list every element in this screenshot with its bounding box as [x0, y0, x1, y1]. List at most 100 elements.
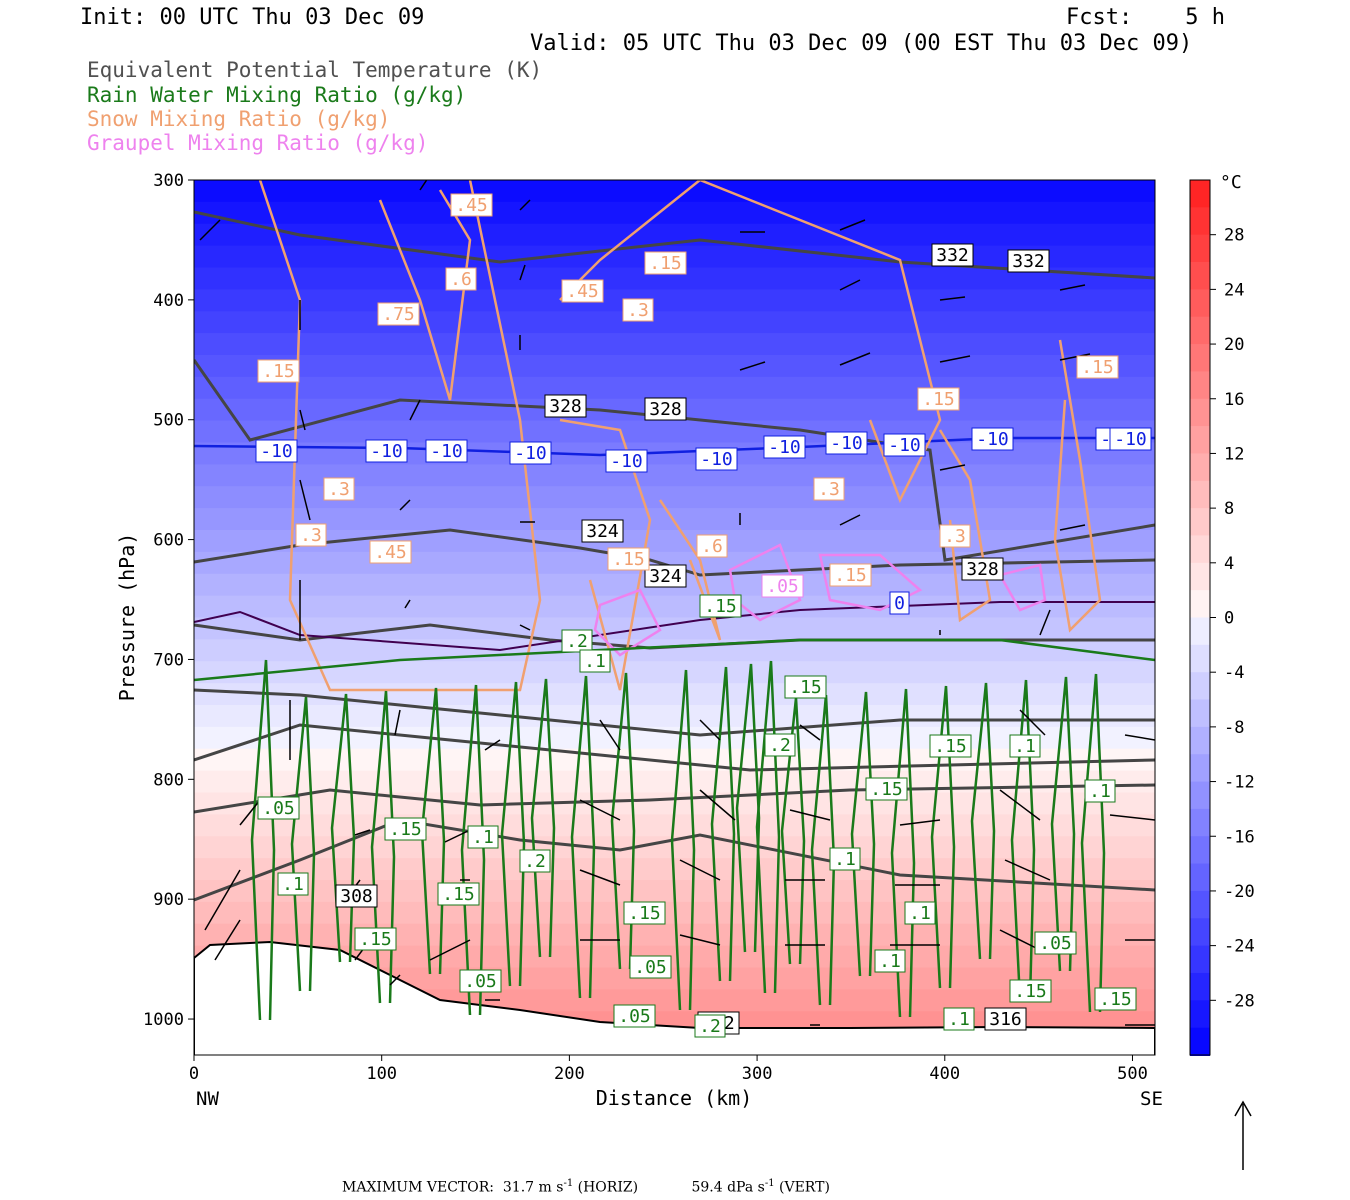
- colorbar-swatch: [1190, 590, 1210, 619]
- rain-contour: [1050, 676, 1076, 972]
- svg-text:308: 308: [340, 886, 373, 907]
- rain-label: .2: [694, 1014, 726, 1038]
- snow-contour: [378, 189, 472, 401]
- snow-contour: [559, 180, 942, 504]
- temp-band: [194, 289, 1155, 313]
- colorbar-tick-label: 16: [1224, 390, 1244, 410]
- graupel-contour: [998, 563, 1047, 612]
- svg-text:.05: .05: [634, 957, 667, 978]
- svg-text:.05: .05: [262, 798, 295, 819]
- isotherm-label: -10: [763, 435, 806, 459]
- temp-band: [194, 311, 1155, 335]
- x-axis-title: Distance (km): [596, 1086, 753, 1110]
- colorbar-swatch: [1190, 289, 1210, 318]
- svg-text:.2: .2: [566, 631, 588, 652]
- colorbar-swatch: [1190, 180, 1210, 209]
- wind-vector: [1019, 709, 1046, 736]
- rain-label: .1: [277, 872, 309, 896]
- rain-contour: [194, 638, 1155, 682]
- svg-text:.05: .05: [766, 576, 799, 597]
- svg-text:-10: -10: [1159, 429, 1192, 450]
- y-tick-label: 900: [153, 890, 184, 910]
- colorbar-swatch: [1190, 453, 1210, 482]
- wind-vector: [599, 719, 621, 751]
- svg-text:.15: .15: [1014, 981, 1047, 1002]
- colorbar-tick-label: 28: [1224, 226, 1244, 246]
- y-axis-title: Pressure (hPa): [115, 533, 139, 702]
- max-horiz-value: 31.7 m s: [502, 1179, 564, 1196]
- svg-text:328: 328: [549, 396, 582, 417]
- theta-e-label: 324: [644, 564, 687, 588]
- wind-vector: [579, 869, 621, 886]
- graupel-label: .05: [761, 574, 804, 598]
- graupel-contour: [593, 588, 662, 657]
- wind-vector: [939, 464, 966, 471]
- temp-band: [194, 967, 1155, 991]
- svg-text:.15: .15: [628, 903, 661, 924]
- max-horiz-exponent: -1: [563, 1178, 574, 1189]
- snow-label: .45: [450, 193, 493, 217]
- temp-band: [194, 814, 1155, 838]
- colorbar-swatch: [1190, 234, 1210, 264]
- colorbar-swatch: [1190, 945, 1210, 974]
- snow-label: .3: [295, 523, 327, 547]
- x-left-end-label: NW: [196, 1088, 219, 1110]
- rain-label: .1: [1084, 779, 1116, 803]
- max-vert-value: 59.4 dPa s: [691, 1179, 765, 1196]
- svg-text:.1: .1: [1014, 736, 1036, 757]
- max-vert-exponent: -1: [764, 1178, 775, 1189]
- wind-vector: [419, 180, 428, 191]
- rain-label: .1: [904, 901, 936, 925]
- svg-text:-10: -10: [370, 441, 403, 462]
- rain-label: .15: [929, 734, 972, 758]
- svg-text:332: 332: [1012, 251, 1045, 272]
- svg-text:.2: .2: [699, 1016, 721, 1037]
- x-tick-label: 0: [189, 1064, 199, 1084]
- svg-text:.15: .15: [704, 596, 737, 617]
- rain-contour: [710, 666, 736, 982]
- rain-label: .15: [1094, 987, 1137, 1011]
- colorbar-tick-label: -24: [1224, 937, 1255, 957]
- temp-band: [194, 617, 1155, 641]
- svg-text:.05: .05: [464, 971, 497, 992]
- svg-text:-10: -10: [1114, 429, 1147, 450]
- wind-vector: [389, 974, 401, 986]
- wind-vector: [679, 934, 721, 946]
- wind-vector: [199, 219, 221, 241]
- wind-vector: [939, 355, 971, 363]
- svg-text:-10: -10: [768, 437, 801, 458]
- y-tick-label: 700: [153, 650, 184, 670]
- temp-band: [194, 595, 1155, 619]
- colorbar-tick-label: -12: [1224, 773, 1255, 793]
- snow-label: .6: [445, 267, 477, 291]
- snow-label: .15: [644, 251, 687, 275]
- svg-text:.15: .15: [789, 677, 822, 698]
- svg-text:.1: .1: [282, 874, 304, 895]
- temp-band: [194, 201, 1155, 225]
- snow-contour: [938, 429, 992, 623]
- wind-vector: [299, 479, 311, 521]
- rain-contour: [670, 669, 696, 1011]
- rain-contour: [930, 685, 956, 989]
- rain-label: .15: [384, 817, 427, 841]
- wind-vector: [839, 279, 861, 291]
- isotherm-label: -10: [971, 427, 1014, 451]
- rain-label: .2: [764, 733, 796, 757]
- wind-vector: [299, 409, 306, 431]
- theta-e-label: 328: [544, 394, 587, 418]
- colorbar-tick-label: -8: [1224, 718, 1244, 738]
- colorbar-swatch: [1190, 562, 1210, 592]
- max-vector-label: MAXIMUM VECTOR:: [342, 1179, 494, 1196]
- wind-vector: [239, 799, 261, 826]
- temp-band: [194, 267, 1155, 291]
- snow-label: .15: [1076, 355, 1119, 379]
- temp-band: [194, 486, 1155, 510]
- rain-label: .1: [943, 1007, 975, 1031]
- svg-text:-10: -10: [260, 441, 293, 462]
- isotherm-label: 0: [889, 591, 910, 615]
- x-right-end-label: SE: [1140, 1088, 1163, 1110]
- rain-label: .15: [354, 927, 397, 951]
- svg-text:324: 324: [649, 566, 682, 587]
- temp-band: [194, 705, 1155, 728]
- theta-e-label: 324: [581, 519, 624, 543]
